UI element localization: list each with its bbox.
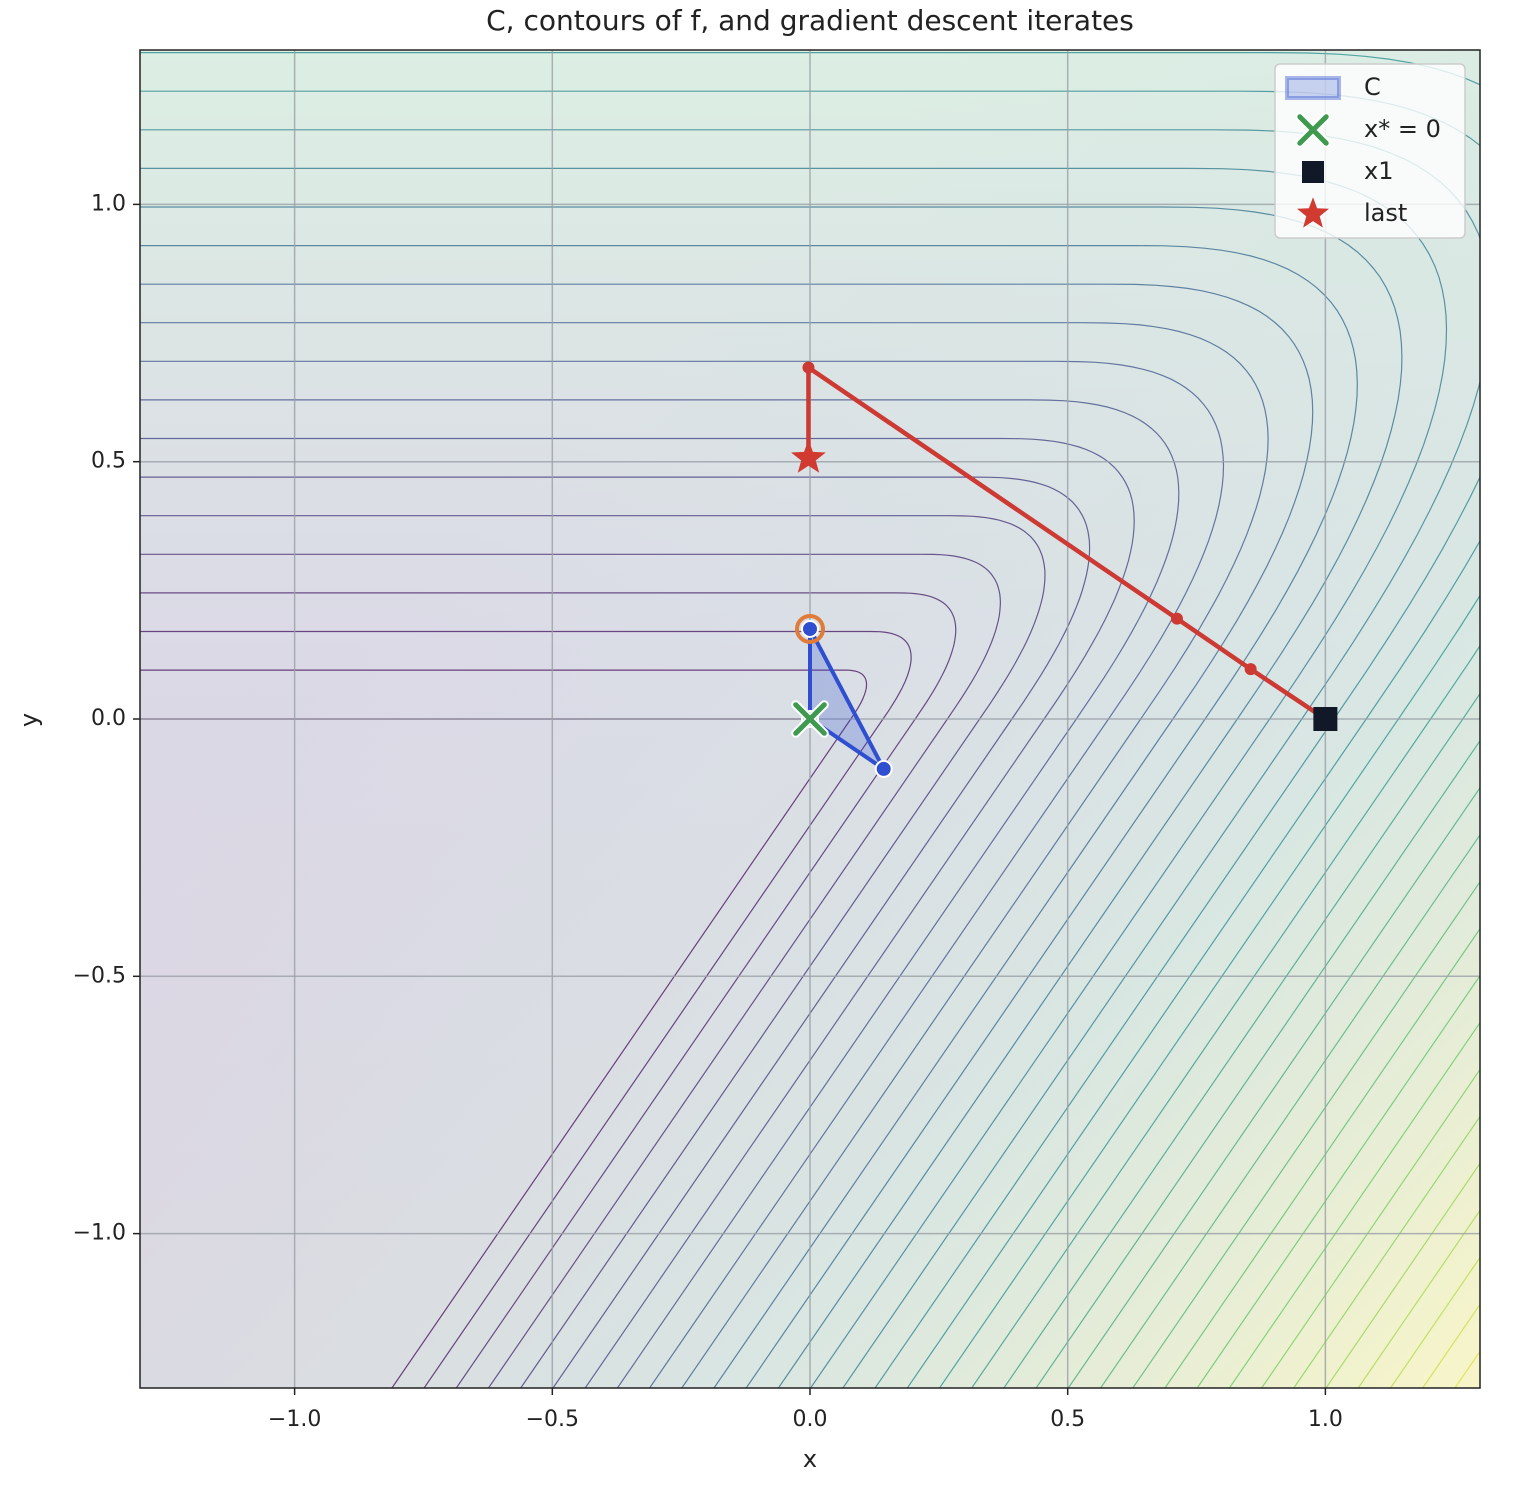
highlight-ring (795, 613, 825, 644)
marker-x-stroke (1297, 114, 1329, 146)
region-c (808, 626, 886, 771)
contour-line (140, 553, 1002, 1388)
marker-x (1295, 112, 1331, 148)
marker-star (791, 439, 826, 473)
legend-box (1274, 63, 1466, 239)
y-tick-label: −0.5 (73, 963, 126, 988)
contour-line (140, 515, 1046, 1388)
y-tick-label: −1.0 (73, 1221, 126, 1246)
x-tick-label: −1.0 (268, 1407, 321, 1432)
contour-line (140, 399, 1180, 1388)
x-axis-label: x (803, 1445, 817, 1473)
legend: Cx* = 0 x1 last (1274, 63, 1466, 239)
contour-line (140, 245, 1358, 1388)
chart-title: C, contours of f, and gradient descent i… (486, 4, 1134, 37)
marker-x (791, 700, 829, 738)
contour-line (140, 322, 1269, 1388)
marker-square (1313, 707, 1338, 731)
region-vertex (801, 619, 819, 638)
legend-label: x* = 0 (1364, 115, 1441, 143)
contour-line (140, 592, 957, 1388)
legend-swatch (1285, 76, 1341, 100)
y-axis-label: y (15, 713, 43, 727)
contour-line (140, 669, 868, 1388)
contour-line (140, 476, 1091, 1388)
contour-line (140, 360, 1225, 1388)
data-layer (791, 361, 1338, 778)
contour-line (140, 283, 1314, 1388)
legend-label: last (1364, 199, 1407, 227)
x-tick-label: 0.0 (793, 1407, 828, 1432)
y-tick-label: 0.5 (91, 449, 126, 474)
contour-line (140, 437, 1135, 1388)
iterate-point (802, 361, 815, 374)
iterate-point (1170, 612, 1183, 625)
marker-star (1297, 197, 1329, 228)
marker-square (1302, 161, 1324, 183)
x-tick-label: 0.5 (1050, 1407, 1085, 1432)
legend-label: C (1364, 73, 1381, 101)
x-tick-label: −0.5 (526, 1407, 579, 1432)
x-tick-label: 1.0 (1308, 1407, 1343, 1432)
marker-x-stroke (793, 702, 827, 736)
y-tick-label: 1.0 (91, 191, 126, 216)
legend-label: x1 (1364, 157, 1393, 185)
contour-line (140, 630, 912, 1388)
y-tick-label: 0.0 (91, 706, 126, 731)
iterate-point (1244, 663, 1257, 676)
region-vertex (874, 759, 893, 778)
